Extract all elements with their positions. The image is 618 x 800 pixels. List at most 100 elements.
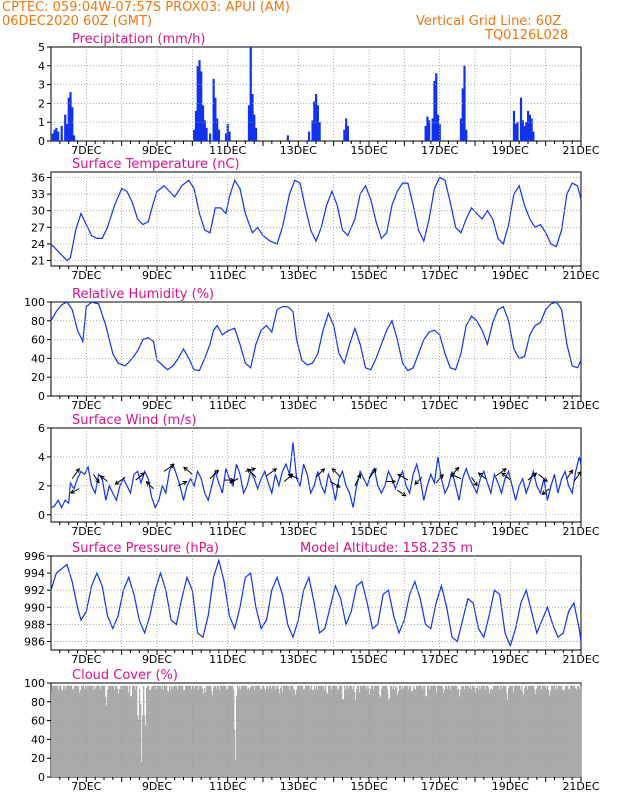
x-tick-label: 9DEC — [142, 144, 172, 157]
cloud-bar — [103, 685, 105, 777]
cloud-bar — [113, 685, 115, 777]
cloud-bar — [470, 685, 472, 777]
cloud-bar — [52, 685, 54, 777]
wind-arrow — [450, 473, 462, 480]
cloud-bar — [219, 689, 221, 777]
cloud-bar — [417, 685, 419, 777]
cloud-bar — [418, 685, 420, 777]
cloud-bar — [459, 696, 461, 777]
precip-bar — [528, 114, 531, 141]
cloud-bar — [218, 685, 220, 777]
cloud-bar — [107, 689, 109, 777]
y-tick-label: 6 — [38, 422, 45, 435]
cloud-bar — [403, 688, 405, 777]
cloud-bar — [394, 689, 396, 777]
cloud-bar — [84, 688, 86, 777]
wind-arrow-head — [397, 474, 403, 479]
y-tick-label: 100 — [24, 677, 45, 690]
cloud-bar — [504, 685, 506, 777]
wind-arrow-head — [501, 468, 507, 473]
cloud-bar — [157, 685, 159, 777]
cloud-bar — [389, 698, 391, 777]
cloud-bar — [242, 685, 244, 777]
y-tick-label: 0 — [38, 390, 45, 403]
wind-arrow — [368, 468, 377, 479]
cloud-bar — [548, 689, 550, 777]
cloud-bar — [541, 689, 543, 777]
cloud-bar — [61, 689, 63, 777]
cloud-bar — [81, 685, 83, 777]
cloud-bar — [153, 685, 155, 777]
cloud-bar — [438, 685, 440, 777]
cloud-bar — [387, 689, 389, 777]
cloud-bar — [408, 689, 410, 777]
cloud-bar — [539, 685, 541, 777]
cloud-bar — [414, 688, 416, 777]
cloud-bar — [521, 685, 523, 777]
wind-arrow-head — [99, 475, 105, 480]
cloud-bar — [205, 692, 207, 777]
cloud-bar — [552, 685, 554, 777]
cloud-bar — [329, 685, 331, 777]
y-tick-label: 0 — [38, 135, 45, 148]
cloud-bar — [149, 689, 151, 777]
cloud-bar — [235, 759, 237, 777]
cloud-bar — [453, 685, 455, 777]
cloud-bar — [473, 685, 475, 777]
precip-bar — [525, 122, 528, 141]
cloud-bar — [421, 685, 423, 777]
cloud-bar — [347, 685, 349, 777]
cloud-bar — [381, 688, 383, 777]
wind-arrow-head — [69, 489, 75, 494]
cloud-bar — [495, 685, 497, 777]
cloud-bar — [451, 685, 453, 777]
wind-arrow-head — [95, 478, 100, 484]
cloud-bar — [301, 685, 303, 777]
cloud-bar — [461, 685, 463, 777]
wind-arrow-head — [145, 480, 151, 486]
cloud-bar — [249, 690, 251, 777]
cloud-bar — [109, 685, 111, 777]
x-tick-label: 15DEC — [350, 780, 387, 793]
cloud-bar — [76, 685, 78, 777]
precip-bar — [200, 71, 203, 141]
cloud-bar — [371, 685, 373, 777]
cloud-bar — [358, 685, 360, 777]
cloud-bar — [273, 685, 275, 777]
cloud-bar — [90, 685, 92, 777]
x-tick-label: 7DEC — [71, 144, 101, 157]
cloud-bar — [490, 689, 492, 777]
cloud-bar — [442, 687, 444, 777]
x-tick-label: 15DEC — [350, 144, 387, 157]
cloud-bar — [528, 685, 530, 777]
cloud-bar — [334, 685, 336, 777]
cloud-bar — [445, 685, 447, 777]
cloud-bar — [352, 689, 354, 777]
cloud-bar — [239, 685, 241, 777]
cloud-bar — [311, 685, 313, 777]
precip-bar — [433, 80, 436, 141]
cloud-bar — [197, 685, 199, 777]
cloud-bar — [281, 685, 283, 777]
x-tick-label: 17DEC — [421, 780, 458, 793]
cloud-bar — [187, 685, 189, 777]
cloud-bar — [189, 685, 191, 777]
cloud-bar — [292, 685, 294, 777]
cloud-bar — [134, 685, 136, 777]
cloud-bar — [110, 685, 112, 777]
x-tick-label: 21DEC — [562, 144, 599, 157]
cloud-bar — [419, 685, 421, 777]
x-tick-label: 9DEC — [142, 525, 172, 538]
cloud-bar — [321, 685, 323, 777]
precip-bar — [514, 124, 517, 141]
cloud-bar — [255, 685, 257, 777]
cloud-bar — [325, 685, 327, 777]
cloud-bar — [457, 689, 459, 777]
cloud-bar — [372, 685, 374, 777]
precip-bar — [193, 129, 196, 141]
cloud-bar — [190, 685, 192, 777]
cloud-bar — [54, 685, 56, 777]
precip-bar — [438, 124, 441, 141]
y-tick-label: 21 — [31, 254, 45, 267]
cloud-bar — [422, 689, 424, 777]
